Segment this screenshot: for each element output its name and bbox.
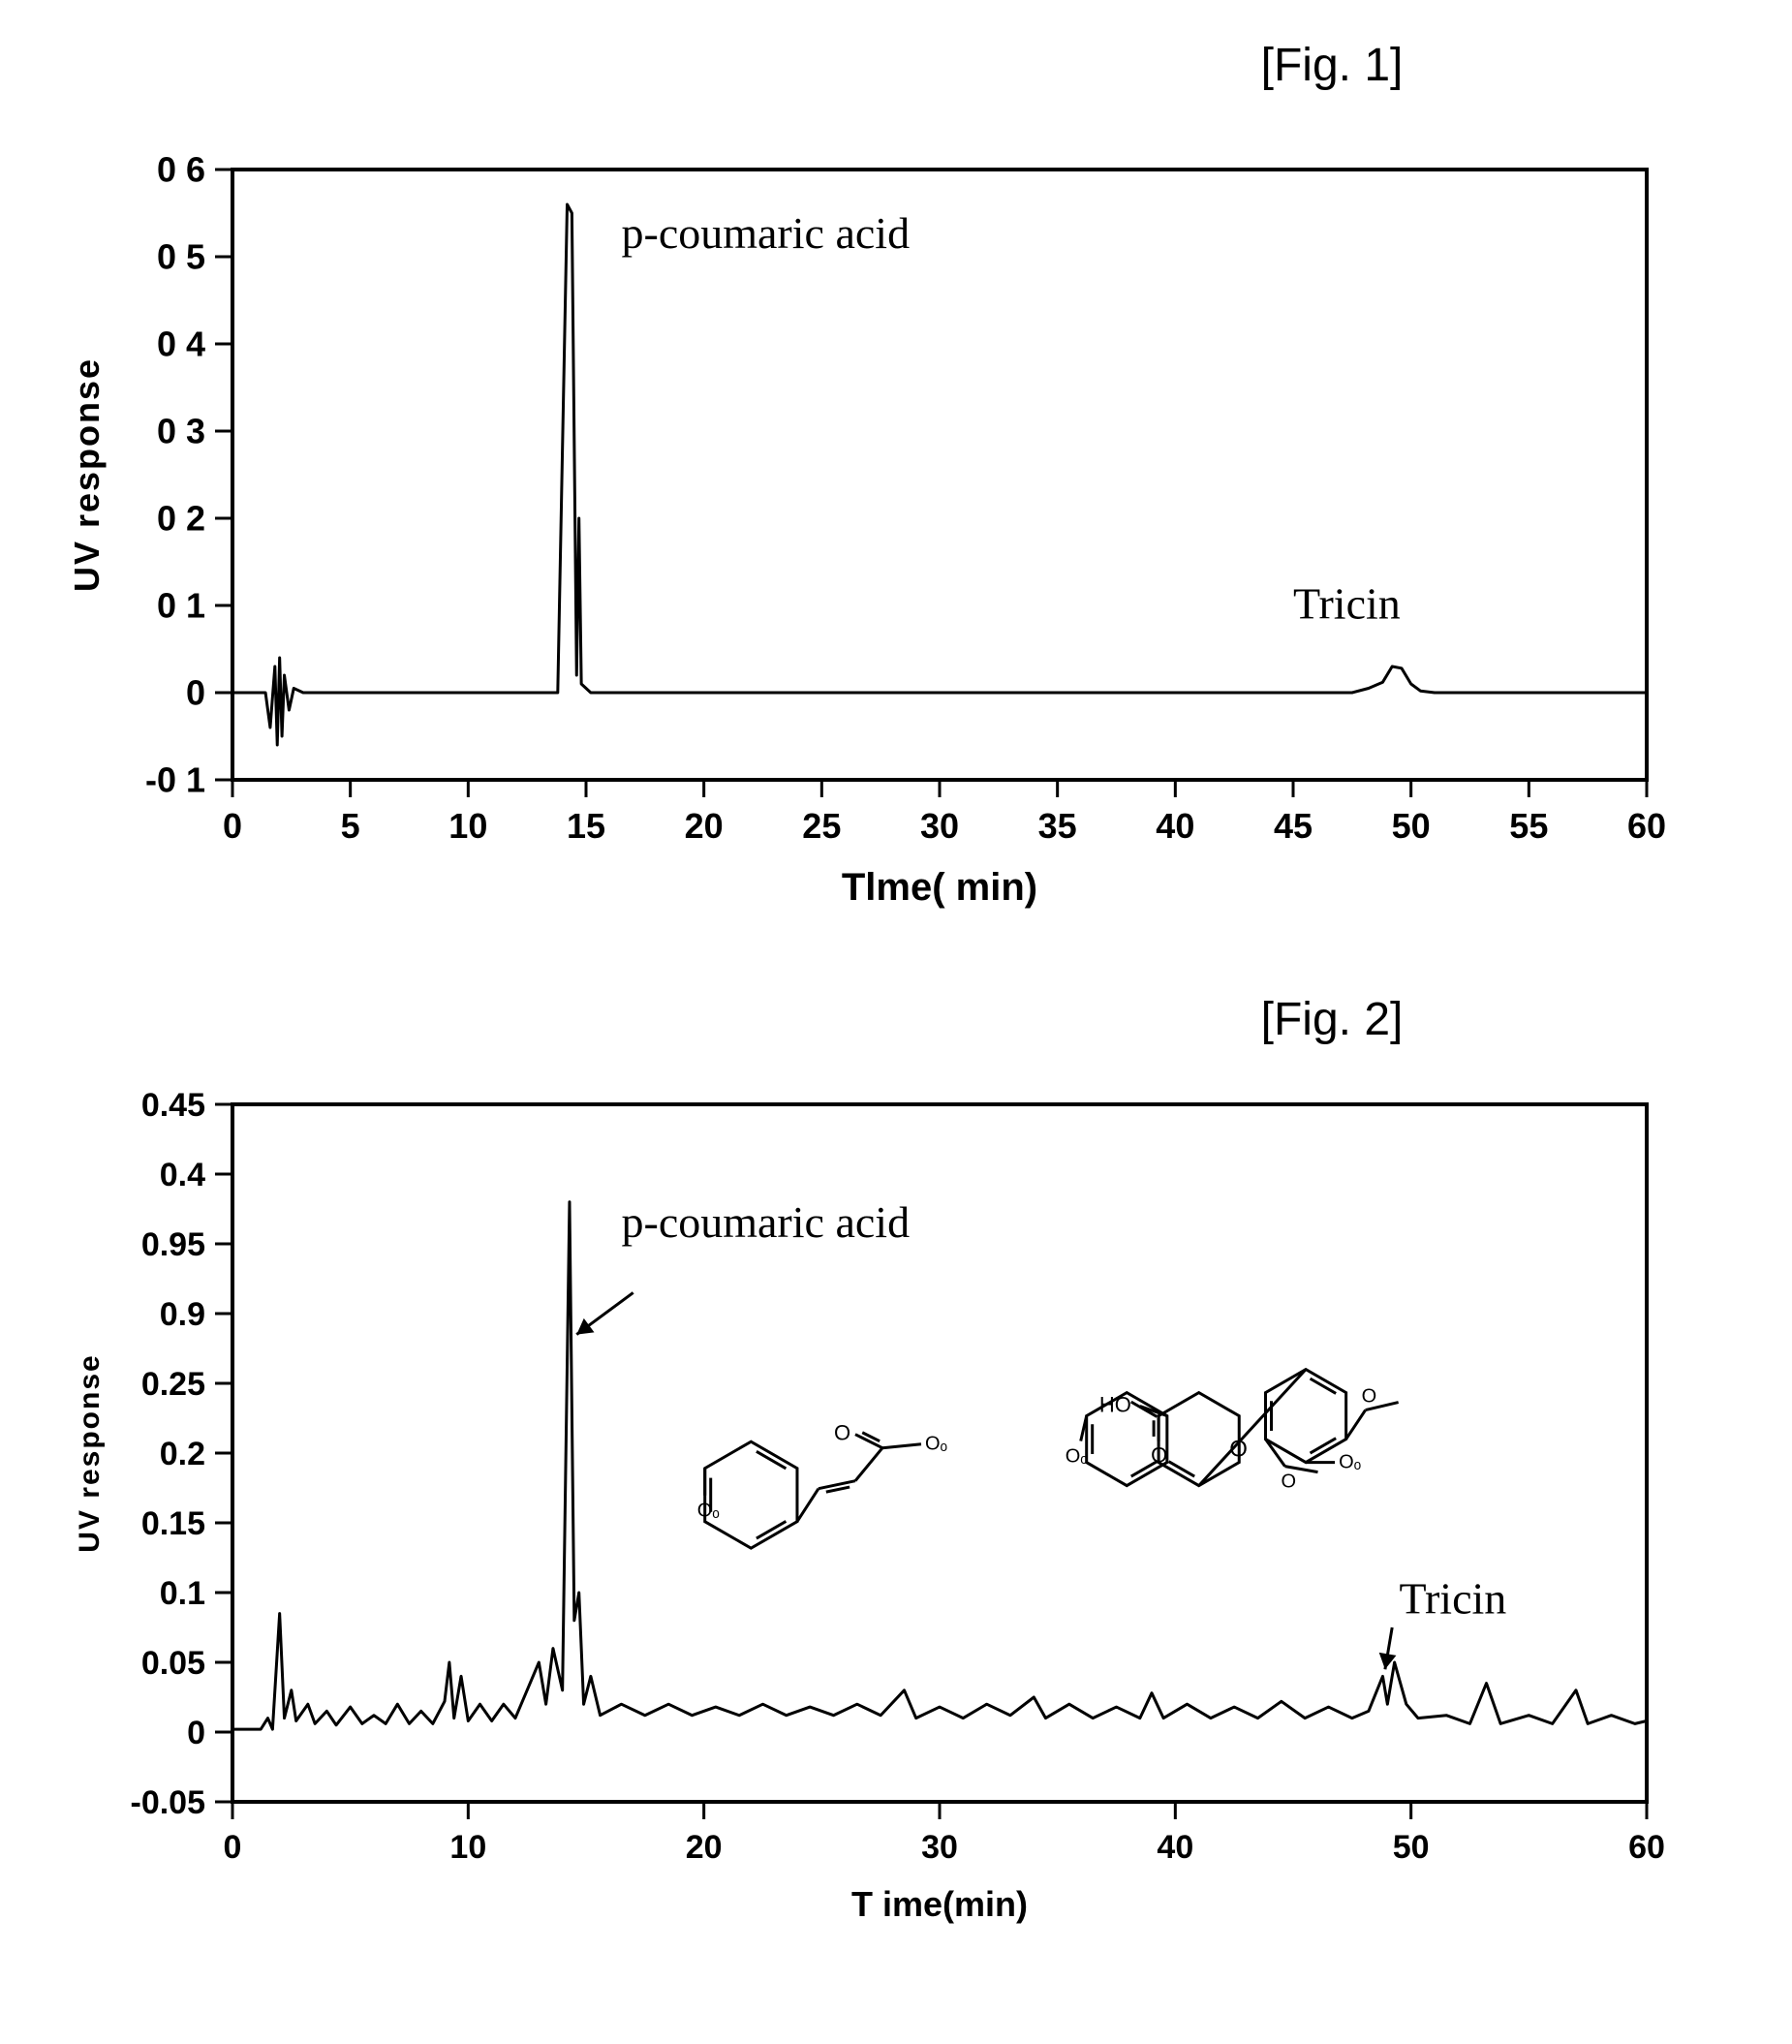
svg-text:UV response: UV response — [67, 357, 107, 592]
fig1-label: [Fig. 1] — [911, 39, 1753, 92]
fig2-chart: 0 10 20 30 40 50 60 -0.05 0 0.05 0.1 0.15 0.2 0.25 0.9… — [39, 1056, 1753, 1967]
fig1-chart: 0 5 10 15 20 25 30 35 40 45 50 55 60 -0 1 0 0 1 0 2 0 3 0 … — [39, 102, 1753, 954]
svg-text:0 3: 0 3 — [157, 412, 205, 451]
fig2-label: [Fig. 2] — [911, 993, 1753, 1046]
svg-text:HO: HO — [1099, 1393, 1131, 1417]
svg-text:0: 0 — [223, 806, 242, 846]
svg-text:0.95: 0.95 — [141, 1226, 205, 1263]
fig1-svg: 0 5 10 15 20 25 30 35 40 45 50 55 60 -0 1 0 0 1 0 2 0 3 0 … — [39, 102, 1753, 954]
svg-text:60: 60 — [1628, 1829, 1665, 1866]
svg-text:0 6: 0 6 — [157, 150, 205, 190]
svg-text:35: 35 — [1038, 806, 1077, 846]
svg-text:10: 10 — [448, 806, 487, 846]
svg-text:45: 45 — [1274, 806, 1313, 846]
svg-text:-0.05: -0.05 — [131, 1784, 206, 1821]
svg-text:Oₒ: Oₒ — [925, 1434, 947, 1455]
svg-text:10: 10 — [449, 1829, 486, 1866]
svg-text:O: O — [1362, 1386, 1377, 1408]
svg-text:0.15: 0.15 — [141, 1505, 205, 1542]
svg-text:0: 0 — [187, 1715, 205, 1751]
svg-text:0: 0 — [224, 1829, 242, 1866]
svg-text:0.1: 0.1 — [160, 1575, 205, 1612]
svg-text:0.9: 0.9 — [160, 1296, 205, 1333]
svg-text:0.05: 0.05 — [141, 1645, 205, 1682]
svg-text:60: 60 — [1627, 806, 1666, 846]
svg-text:25: 25 — [802, 806, 841, 846]
svg-text:0 2: 0 2 — [157, 499, 205, 539]
svg-text:-0 1: -0 1 — [145, 760, 205, 800]
svg-text:Oₒ: Oₒ — [1066, 1446, 1088, 1468]
svg-text:O: O — [1151, 1443, 1167, 1468]
svg-text:0.45: 0.45 — [141, 1087, 205, 1124]
svg-text:O: O — [834, 1421, 850, 1445]
svg-text:Tlme( min): Tlme( min) — [842, 866, 1037, 909]
svg-text:Oₒ: Oₒ — [1339, 1452, 1361, 1473]
svg-text:0: 0 — [186, 673, 205, 713]
svg-text:50: 50 — [1393, 1829, 1430, 1866]
svg-text:5: 5 — [341, 806, 360, 846]
svg-text:UV response: UV response — [74, 1353, 106, 1552]
svg-text:20: 20 — [686, 1829, 723, 1866]
svg-text:0 1: 0 1 — [157, 586, 205, 626]
svg-text:40: 40 — [1157, 1829, 1193, 1866]
svg-text:p-coumaric acid: p-coumaric acid — [622, 208, 911, 258]
svg-text:0.25: 0.25 — [141, 1366, 205, 1403]
svg-text:20: 20 — [685, 806, 724, 846]
svg-text:Oₒ: Oₒ — [697, 1501, 720, 1522]
svg-text:40: 40 — [1156, 806, 1194, 846]
svg-text:O: O — [1281, 1471, 1296, 1493]
svg-text:T ime(min): T ime(min) — [851, 1884, 1028, 1924]
svg-text:p-coumaric acid: p-coumaric acid — [622, 1197, 911, 1247]
svg-text:30: 30 — [921, 1829, 958, 1866]
svg-text:50: 50 — [1392, 806, 1431, 846]
svg-text:0.2: 0.2 — [160, 1436, 205, 1472]
svg-text:30: 30 — [920, 806, 959, 846]
svg-text:0 5: 0 5 — [157, 237, 205, 277]
svg-text:55: 55 — [1509, 806, 1548, 846]
svg-text:0 4: 0 4 — [157, 325, 205, 364]
fig2-svg: 0 10 20 30 40 50 60 -0.05 0 0.05 0.1 0.15 0.2 0.25 0.9… — [39, 1056, 1753, 1967]
svg-text:Tricin: Tricin — [1400, 1574, 1507, 1624]
svg-text:Tricin: Tricin — [1293, 579, 1401, 629]
svg-text:0.4: 0.4 — [160, 1157, 205, 1193]
svg-text:15: 15 — [567, 806, 605, 846]
